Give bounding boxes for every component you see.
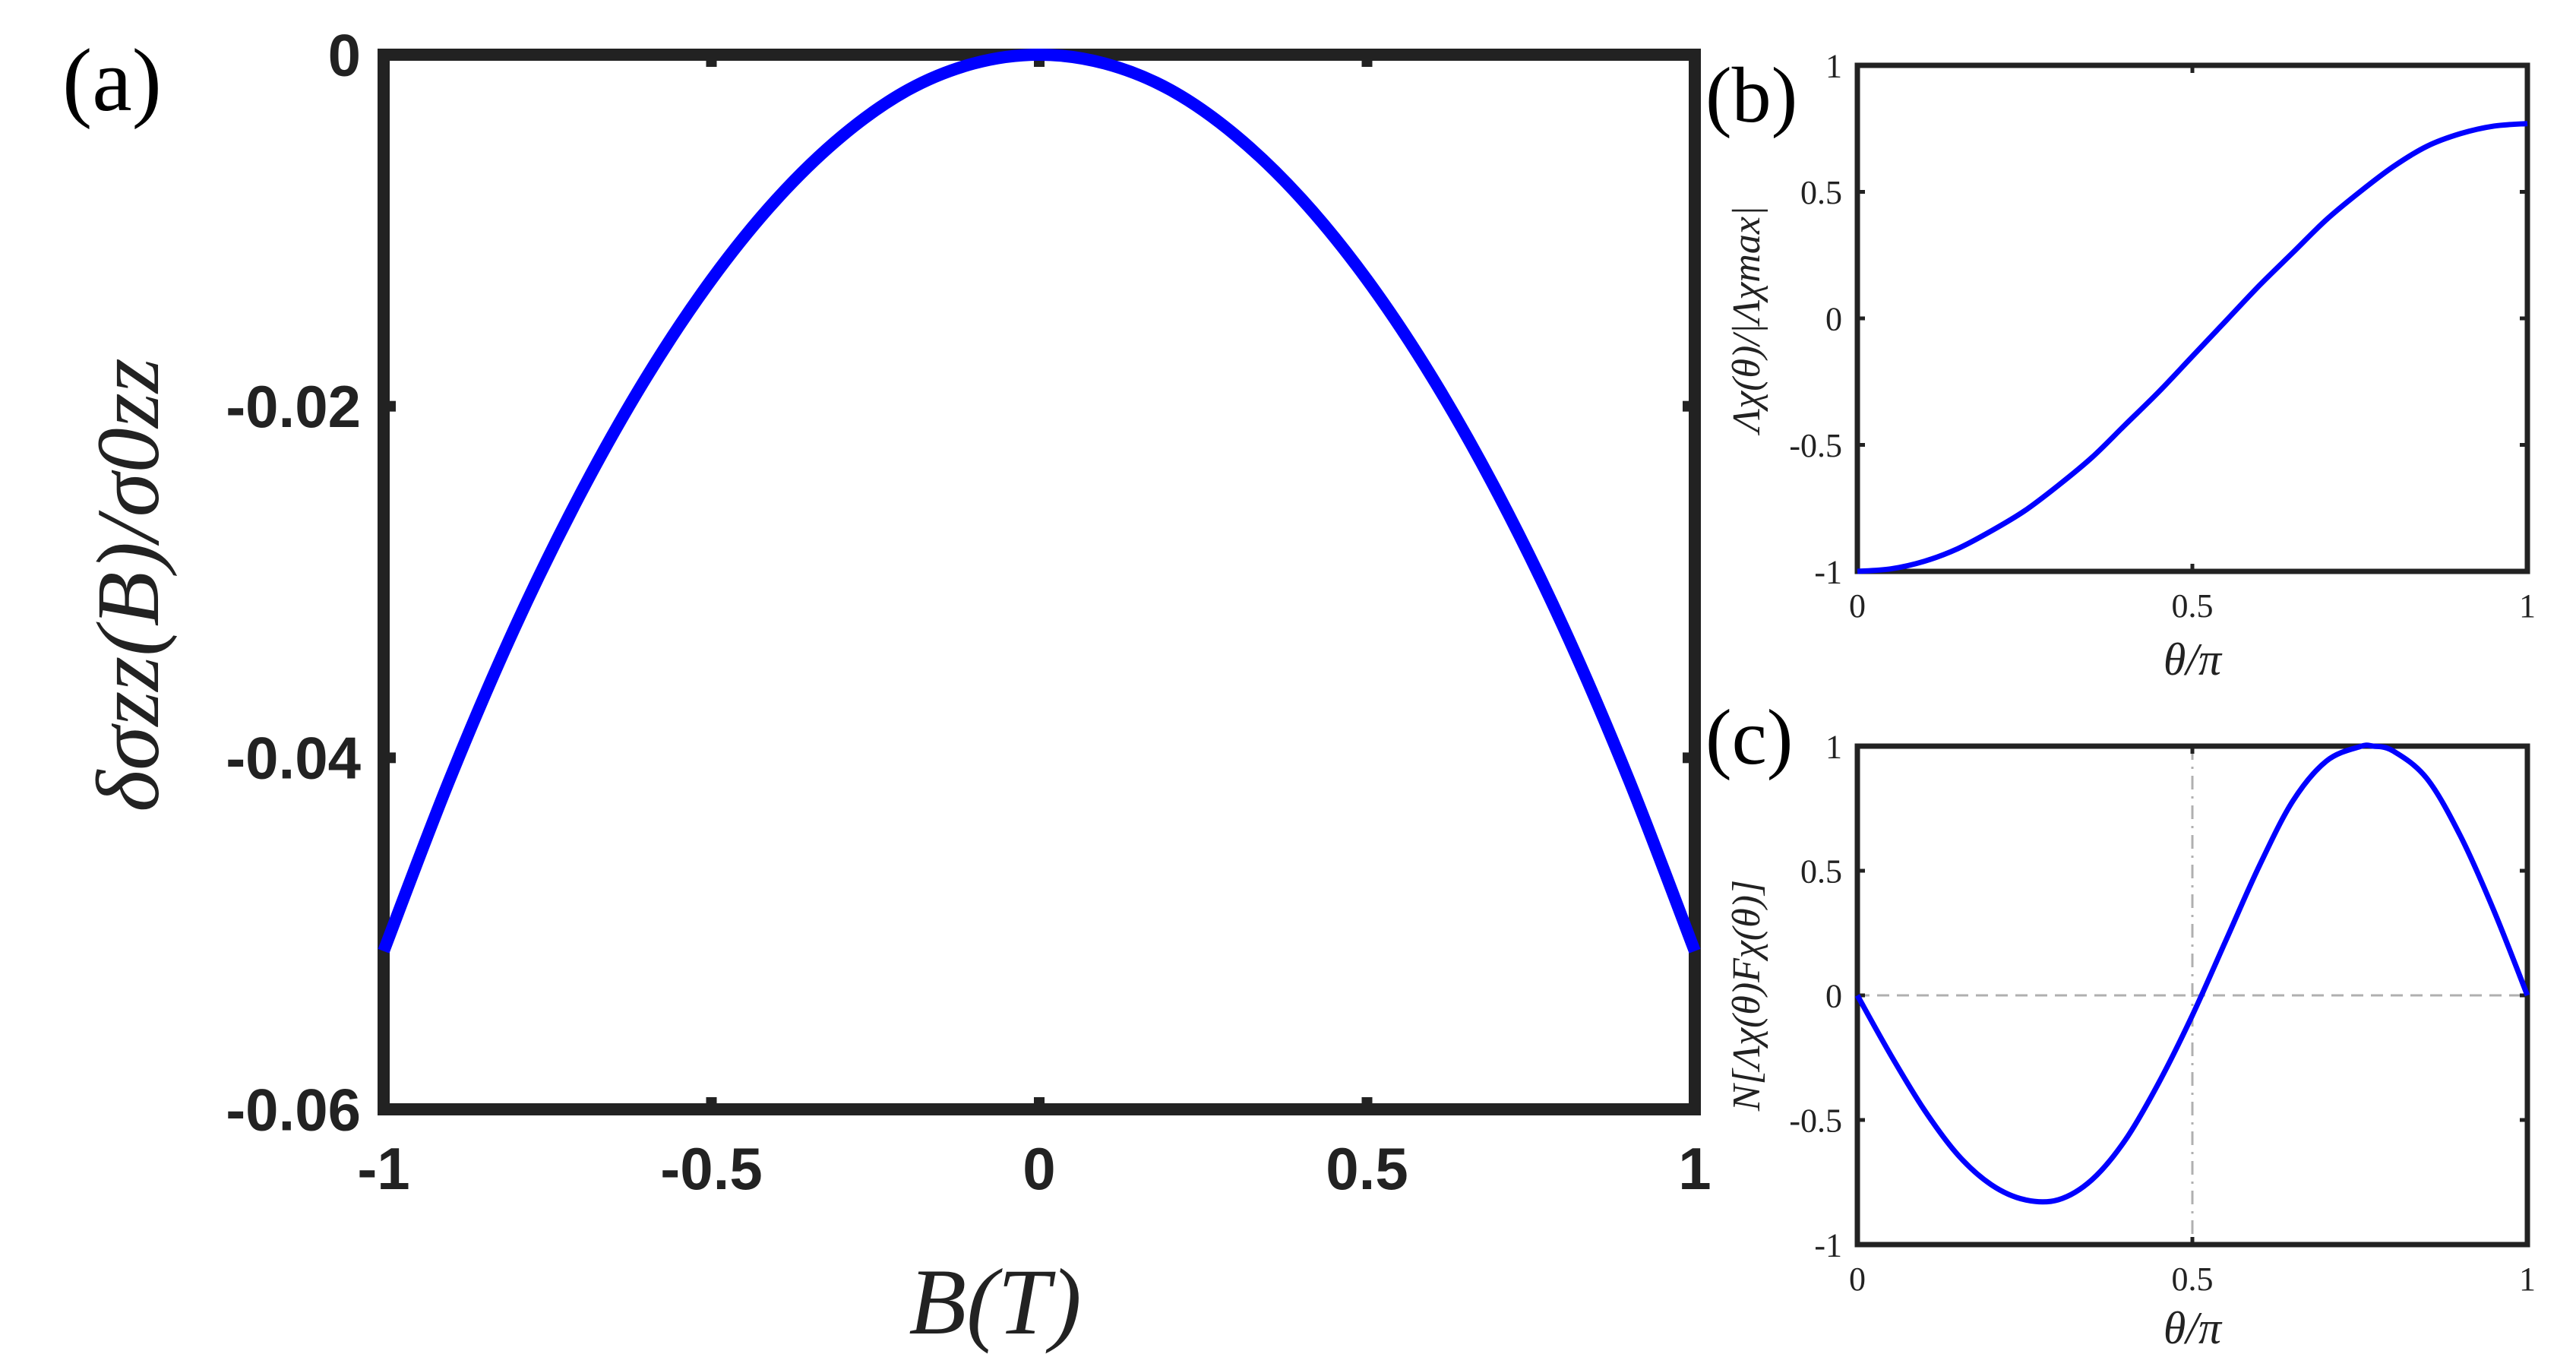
panel-b-ylabel: Λχ(θ)/|Λχmax| <box>1725 206 1768 436</box>
y-tick-label: -0.5 <box>1789 427 1842 464</box>
y-tick-label: -0.02 <box>226 373 361 440</box>
panel-a-xticks: -1 -0.5 0 0.5 1 <box>357 55 1712 1202</box>
panel-a-series-line <box>378 49 1701 954</box>
x-tick-label: -0.5 <box>660 1135 762 1202</box>
x-tick-label: 1 <box>2519 587 2536 625</box>
y-tick-label: 0 <box>1825 977 1842 1014</box>
y-tick-label: 0.5 <box>1800 853 1842 890</box>
y-tick-label: -1 <box>1814 1226 1842 1264</box>
y-tick-label: 0.5 <box>1800 174 1842 211</box>
y-tick-label: -0.5 <box>1789 1102 1842 1139</box>
y-tick-label: -1 <box>1814 553 1842 590</box>
panel-b: (b) 10.50-0.5-1 0 0.5 1 θ/π Λχ(θ)/|Λχmax| <box>1705 47 2536 685</box>
panel-c-reference-lines <box>1857 746 2527 1245</box>
panel-a-yticks: 0 -0.02 -0.04 -0.06 <box>226 21 1695 1143</box>
panel-a-ylabel: δσzz(B)/σ0zz <box>78 358 178 811</box>
x-tick-label: 0 <box>1849 1261 1866 1298</box>
x-tick-label: 0 <box>1849 587 1866 625</box>
panel-a-axes-frame <box>378 49 1701 1115</box>
panel-c-xlabel: θ/π <box>2164 1303 2223 1353</box>
x-tick-label: -1 <box>357 1135 409 1202</box>
y-tick-label: 0 <box>328 21 361 88</box>
panel-b-label: (b) <box>1705 52 1797 139</box>
panel-b-xlabel: θ/π <box>2164 634 2223 685</box>
panel-a-xlabel: B(T) <box>909 1250 1081 1354</box>
x-tick-label: 1 <box>1678 1135 1711 1202</box>
y-tick-label: -0.04 <box>226 725 361 792</box>
panel-b-series-line <box>1857 121 2528 574</box>
panel-c-ylabel: N[Λχ(θ)Fχ(θ)] <box>1725 880 1768 1112</box>
panel-b-xticks: 0 0.5 1 <box>1849 65 2536 625</box>
x-tick-label: 0.5 <box>2172 587 2214 625</box>
panel-c-xticks: 0 0.5 1 <box>1849 746 2536 1298</box>
x-tick-label: 0 <box>1022 1135 1055 1202</box>
panel-b-axes-frame <box>1854 62 2530 574</box>
x-tick-label: 0.5 <box>1326 1135 1408 1202</box>
y-tick-label: 1 <box>1825 728 1842 765</box>
x-tick-label: 0.5 <box>2172 1261 2214 1298</box>
panel-a: (a) 0 -0.02 -0.04 -0.06 -1 -0.5 0 0.5 1 B(T) δσ… <box>62 21 1712 1354</box>
panel-a-label: (a) <box>62 30 162 130</box>
y-tick-label: 1 <box>1825 47 1842 84</box>
y-tick-label: -0.06 <box>226 1076 361 1143</box>
panel-c-yticks: 1 0.5 0 -0.5 -1 <box>1789 728 2527 1264</box>
panel-c-label: (c) <box>1705 694 1793 781</box>
panel-b-yticks: 1 0.5 0 -0.5 -1 <box>1789 47 2527 590</box>
panel-c: (c) 10.50-0.5-1 0 0.5 1 θ/π N[Λχ(θ)Fχ(θ)] <box>1705 694 2536 1353</box>
x-tick-label: 1 <box>2519 1261 2536 1298</box>
panel-c-series-line <box>1854 742 2530 1205</box>
y-tick-label: 0 <box>1825 300 1842 337</box>
